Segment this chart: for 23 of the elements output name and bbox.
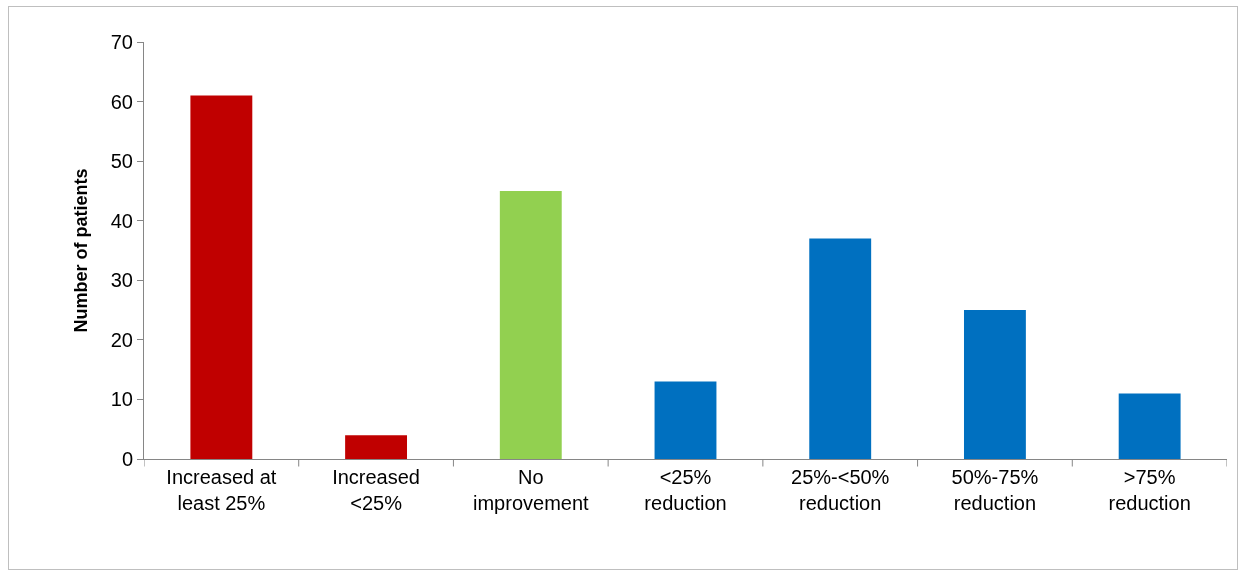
x-tick-label: >75% reduction	[1108, 466, 1191, 514]
bar	[654, 381, 717, 459]
y-axis-title: Number of patients	[70, 168, 91, 333]
y-tick-label: 30	[110, 269, 133, 292]
x-tick-label: <25% reduction	[644, 466, 727, 514]
bar	[190, 95, 253, 459]
bar	[1118, 393, 1181, 459]
bar	[345, 435, 408, 459]
y-tick-label: 0	[121, 448, 133, 470]
x-tick-label: 50%-75% reduction	[951, 466, 1039, 514]
x-tick-label: No improvement	[472, 466, 590, 514]
bar	[809, 238, 872, 459]
bar	[963, 310, 1026, 459]
x-tick-label: 25%-<50% reduction	[791, 466, 890, 514]
y-tick-label: 50	[110, 150, 133, 173]
y-tick-label: 20	[110, 328, 133, 351]
bar	[499, 190, 562, 459]
x-tick-label: Increased at least 25%	[166, 466, 277, 514]
y-tick-label: 60	[110, 90, 133, 113]
x-tick-label: Increased <25%	[332, 466, 420, 514]
y-tick-label: 10	[110, 388, 133, 411]
y-tick-label: 40	[110, 209, 133, 232]
y-tick-label: 70	[110, 31, 133, 53]
